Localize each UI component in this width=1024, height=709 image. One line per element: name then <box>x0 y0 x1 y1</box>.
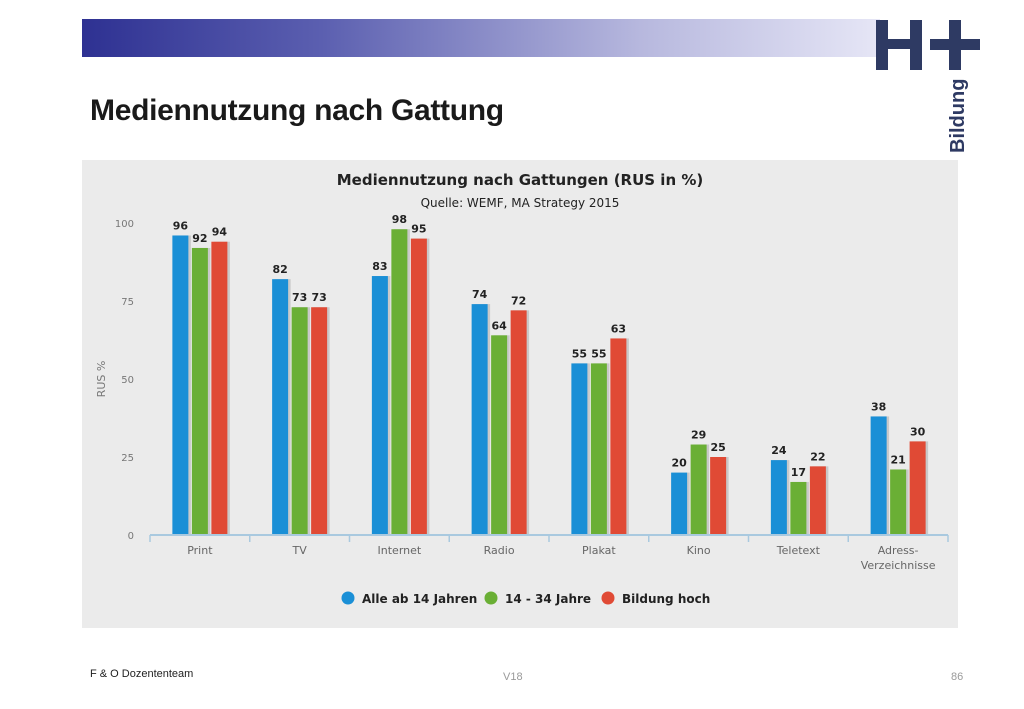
legend-swatch <box>484 591 498 605</box>
bar-value-label: 30 <box>910 425 926 438</box>
bar-value-label: 21 <box>890 453 905 466</box>
bar-value-label: 25 <box>710 441 725 454</box>
bar-value-label: 92 <box>192 232 207 245</box>
legend-swatch <box>601 591 615 605</box>
bar-value-label: 17 <box>791 466 806 479</box>
page-title: Mediennutzung nach Gattung <box>90 94 504 127</box>
y-tick-label: 0 <box>128 531 134 542</box>
bar-chart: Mediennutzung nach Gattungen (RUS in %) … <box>95 171 949 606</box>
y-tick-label: 75 <box>121 297 134 308</box>
x-tick-label: Plakat <box>582 544 616 557</box>
bar <box>690 444 707 535</box>
bar-value-label: 83 <box>372 260 387 273</box>
bar <box>311 307 328 535</box>
bar <box>272 279 289 535</box>
bar-value-label: 20 <box>671 457 687 470</box>
bar <box>191 247 208 535</box>
footer-author: F & O Dozententeam <box>90 668 194 680</box>
bar <box>671 472 688 535</box>
bar <box>890 469 907 535</box>
x-tick-label: Radio <box>484 544 515 557</box>
bar <box>391 229 408 535</box>
bar <box>909 441 926 535</box>
bar-value-label: 72 <box>511 294 526 307</box>
bar <box>471 304 488 535</box>
bar <box>410 238 427 535</box>
x-tick-label: Kino <box>687 544 711 557</box>
logo-h-crossbar <box>876 39 922 49</box>
bar <box>371 276 388 535</box>
bar <box>510 310 527 535</box>
bar-value-label: 38 <box>871 400 886 413</box>
bar-value-label: 64 <box>491 319 507 332</box>
footer-page-number: 86 <box>951 671 964 683</box>
bar-value-label: 96 <box>173 219 189 232</box>
legend-swatch <box>341 591 355 605</box>
x-tick-label: Teletext <box>776 544 821 557</box>
bar-value-label: 22 <box>810 450 825 463</box>
bar-value-label: 95 <box>411 223 426 236</box>
chart-legend: Alle ab 14 Jahren 14 - 34 Jahre Bildung ho… <box>341 591 710 606</box>
bar-value-label: 55 <box>591 347 606 360</box>
y-tick-label: 100 <box>115 219 134 230</box>
y-axis-ticks: 0 25 50 75 100 <box>115 219 134 542</box>
h-plus-bildung-logo: Bildung <box>876 20 980 153</box>
bar <box>790 481 807 535</box>
bar <box>809 466 826 535</box>
bar-value-label: 55 <box>572 347 587 360</box>
bar <box>710 457 727 535</box>
bar-value-label: 94 <box>212 226 228 239</box>
chart-title: Mediennutzung nach Gattungen (RUS in %) <box>337 171 703 189</box>
bar-value-label: 29 <box>691 429 706 442</box>
bar <box>211 241 228 535</box>
chart-panel: Mediennutzung nach Gattungen (RUS in %) … <box>82 160 958 628</box>
legend-label: Alle ab 14 Jahren <box>362 592 477 606</box>
x-tick-label: Verzeichnisse <box>861 559 936 572</box>
y-axis-label: RUS % <box>95 361 108 398</box>
x-tick-label: Print <box>187 544 213 557</box>
bar <box>291 307 308 535</box>
logo-plus-horizontal <box>930 39 980 50</box>
x-tick-label: Adress- <box>878 544 919 557</box>
y-tick-label: 25 <box>121 453 134 464</box>
bar <box>770 460 787 535</box>
bar-value-label: 73 <box>311 291 326 304</box>
bar-value-label: 24 <box>771 444 787 457</box>
bar <box>590 363 607 535</box>
bar <box>172 235 189 535</box>
x-tick-label: Internet <box>378 544 422 557</box>
header-gradient-band <box>82 19 880 57</box>
x-axis: Print TV Internet Radio Plakat Kino Teletext Ad… <box>149 534 949 572</box>
bar <box>870 416 887 535</box>
legend-label: 14 - 34 Jahre <box>505 592 591 606</box>
bar-value-label: 82 <box>272 263 287 276</box>
chart-subtitle: Quelle: WEMF, MA Strategy 2015 <box>421 196 620 210</box>
bar-value-label: 98 <box>392 213 407 226</box>
bar <box>571 363 588 535</box>
legend-label: Bildung hoch <box>622 592 710 606</box>
bar-value-label: 63 <box>611 322 626 335</box>
logo-bildung-text: Bildung <box>947 79 969 153</box>
x-tick-label: TV <box>292 544 308 557</box>
bar <box>491 335 508 535</box>
y-tick-label: 50 <box>121 375 134 386</box>
bar-value-label: 74 <box>472 288 488 301</box>
footer-version: V18 <box>503 671 523 683</box>
bar-value-label: 73 <box>292 291 307 304</box>
bar <box>610 338 627 535</box>
